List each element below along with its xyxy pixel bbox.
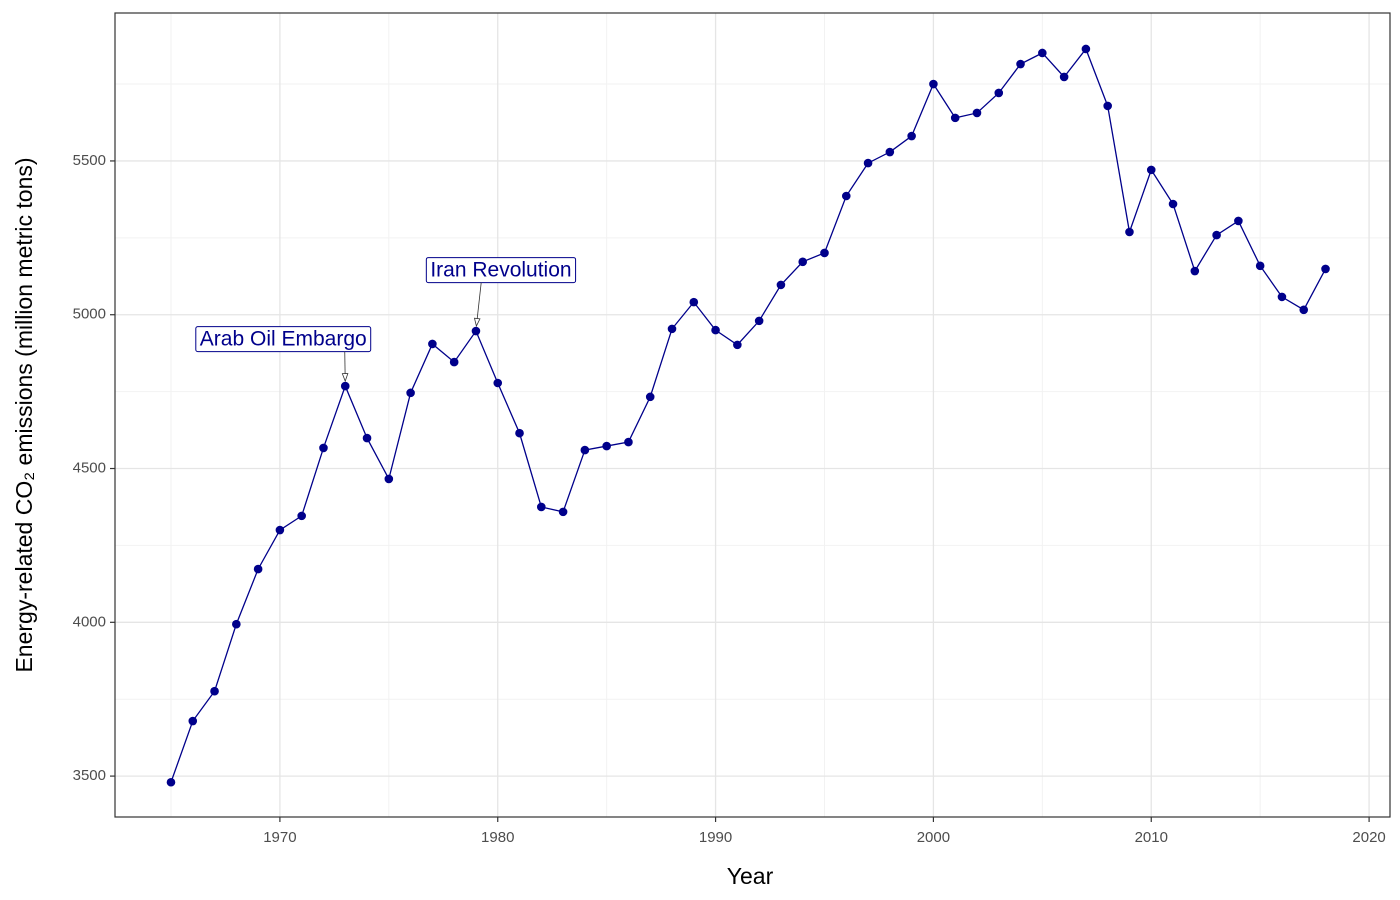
- data-point: [972, 108, 982, 118]
- annotation-box: [195, 326, 372, 353]
- data-point: [537, 502, 546, 512]
- data-point: [362, 433, 372, 443]
- data-point: [841, 191, 851, 201]
- data-point: [210, 686, 219, 696]
- data-point: [449, 357, 459, 367]
- annotation-box: [425, 257, 577, 284]
- data-point: [384, 474, 394, 484]
- data-point: [602, 441, 611, 451]
- y-axis-title: Energy-related CO₂ emissions (million me…: [11, 157, 37, 672]
- data-point: [558, 507, 568, 517]
- data-point: [1125, 227, 1134, 237]
- data-point: [1255, 261, 1265, 271]
- data-point: [166, 777, 176, 787]
- x-tick-label: 1990: [699, 829, 732, 846]
- annotation-arrowhead: [341, 373, 349, 383]
- data-point: [645, 392, 655, 402]
- plot-area: [166, 44, 1330, 787]
- data-point: [188, 716, 198, 726]
- data-point: [667, 324, 677, 334]
- data-point: [1016, 59, 1025, 69]
- annotation-label: Iran Revolution: [430, 259, 571, 282]
- data-point: [907, 131, 916, 141]
- data-point: [428, 339, 437, 349]
- data-point: [471, 326, 481, 336]
- data-point: [863, 158, 873, 168]
- data-point: [689, 297, 699, 307]
- annotation-arrowhead: [473, 317, 481, 328]
- y-tick-label: 4000: [73, 613, 106, 630]
- data-point: [929, 79, 938, 89]
- data-point: [1146, 165, 1156, 175]
- data-point: [232, 619, 241, 629]
- data-point: [253, 564, 263, 574]
- x-tick-label: 1970: [263, 829, 296, 846]
- data-point: [733, 340, 742, 350]
- y-tick-label: 3500: [73, 767, 106, 784]
- grid: [115, 13, 1390, 817]
- y-tick-label: 4500: [73, 459, 106, 476]
- x-tick-label: 1980: [481, 829, 514, 846]
- data-point: [1234, 216, 1243, 226]
- data-point: [711, 325, 720, 335]
- data-point: [340, 381, 350, 391]
- data-point: [754, 316, 764, 326]
- data-point: [1168, 199, 1178, 209]
- x-tick-label: 2020: [1352, 829, 1385, 846]
- data-point: [994, 88, 1004, 98]
- data-point: [319, 443, 328, 453]
- data-point: [406, 388, 415, 398]
- y-tick-label: 5000: [73, 306, 106, 323]
- data-point: [950, 113, 960, 123]
- data-point: [624, 437, 633, 447]
- panel-border: [114, 12, 1391, 818]
- annotation-label: Arab Oil Embargo: [200, 328, 367, 351]
- data-line: [170, 47, 1327, 783]
- data-point: [1059, 72, 1069, 82]
- data-point: [580, 445, 590, 455]
- x-axis-title: Year: [727, 863, 774, 889]
- data-point: [1103, 101, 1112, 111]
- x-tick-label: 2000: [917, 829, 950, 846]
- data-point: [1299, 305, 1309, 315]
- data-point: [885, 147, 895, 157]
- data-point: [1081, 44, 1091, 54]
- data-point: [275, 525, 285, 535]
- x-tick-label: 2010: [1135, 829, 1168, 846]
- y-tick-label: 5500: [73, 152, 106, 169]
- data-point: [493, 378, 503, 388]
- data-point: [1277, 292, 1287, 302]
- data-point: [1212, 230, 1221, 240]
- data-point: [297, 511, 306, 521]
- data-point: [820, 248, 829, 258]
- data-point: [776, 280, 786, 290]
- data-point: [1038, 48, 1047, 58]
- data-point: [798, 257, 808, 267]
- data-point: [515, 428, 524, 438]
- data-point: [1321, 264, 1330, 274]
- data-point: [1190, 266, 1200, 276]
